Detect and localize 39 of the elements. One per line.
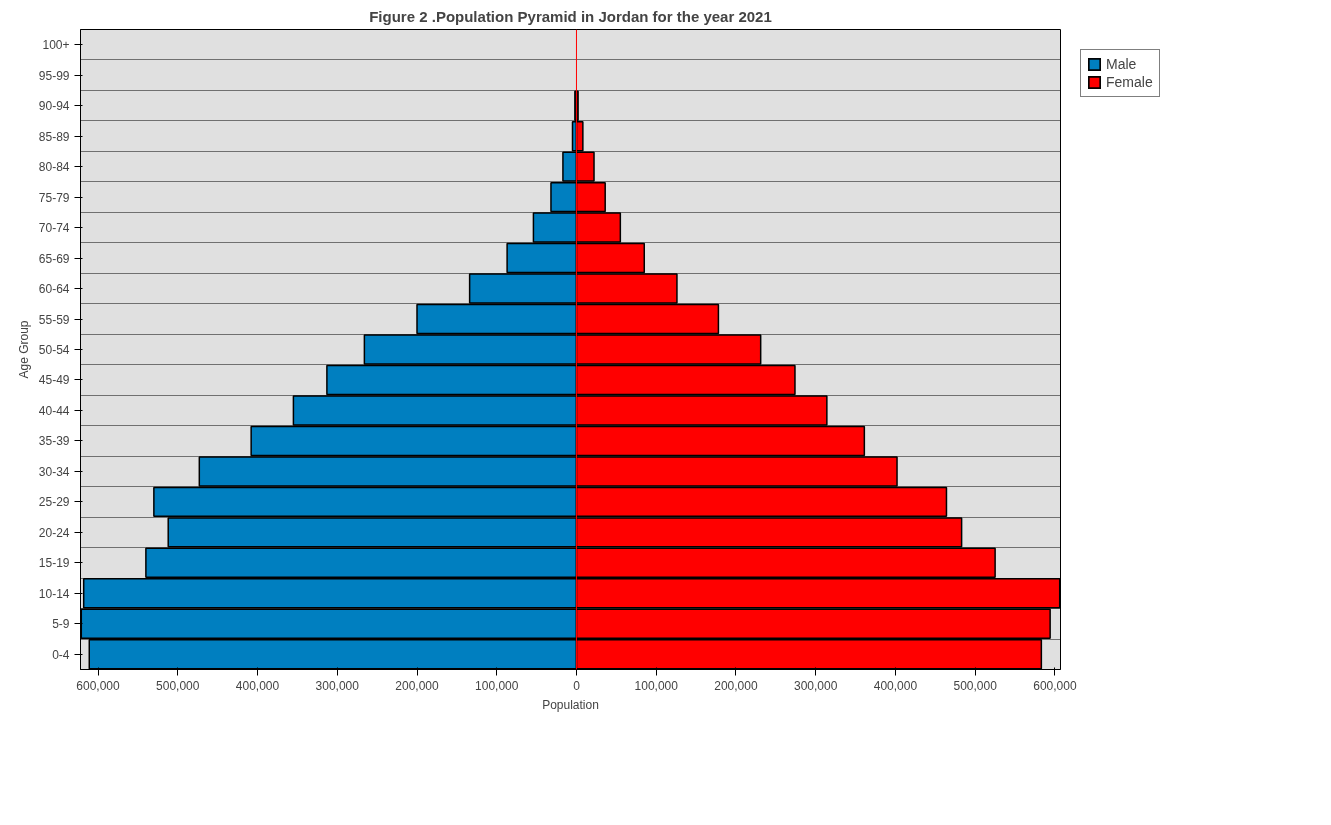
y-tick-label: 85-89: [38, 129, 70, 144]
y-tick-label: 10-14: [38, 586, 70, 601]
x-tick-label: 0: [573, 678, 581, 693]
y-tick-label: 15-19: [38, 556, 70, 571]
y-tick-label: 75-79: [38, 190, 70, 205]
x-tick-label: 300,000: [794, 678, 838, 693]
y-axis-title: Age Group: [16, 320, 31, 379]
legend-label: Female: [1106, 74, 1153, 90]
y-tick-label: 40-44: [38, 403, 70, 418]
x-tick-label: 100,000: [475, 678, 519, 693]
y-tick-label: 60-64: [38, 282, 70, 297]
y-tick-label: 35-39: [38, 434, 70, 449]
x-tick-label: 400,000: [873, 678, 918, 693]
y-tick-label: 95-99: [38, 68, 70, 83]
y-tick-label: 90-94: [38, 99, 70, 114]
y-tick-label: 50-54: [38, 343, 70, 357]
x-tick-label: 500,000: [156, 678, 200, 693]
y-tick-label: 45-49: [38, 373, 70, 388]
y-tick-label: 0-4: [52, 647, 70, 662]
x-axis-title: Population: [542, 697, 599, 712]
y-tick-label: 25-29: [38, 495, 70, 510]
chart-title: Figure 2 .Population Pyramid in Jordan for the year 2021: [369, 7, 772, 25]
x-tick-label: 200,000: [395, 678, 440, 693]
y-tick-label: 55-59: [38, 312, 70, 327]
y-tick-label: 30-34: [38, 464, 70, 479]
y-tick-label: 70-74: [38, 221, 70, 236]
x-tick-label: 300,000: [315, 678, 360, 693]
y-tick-label: 5-9: [52, 617, 70, 632]
x-tick-label: 600,000: [76, 678, 121, 693]
y-tick-label: 100+: [42, 38, 70, 53]
x-tick-label: 200,000: [714, 678, 758, 693]
x-tick-label: 100,000: [634, 678, 679, 693]
x-tick-label: 500,000: [953, 678, 998, 693]
x-tick-label: 400,000: [235, 678, 280, 693]
legend-label: Male: [1106, 56, 1137, 72]
y-tick-label: 65-69: [38, 251, 70, 266]
x-tick-label: 600,000: [1033, 678, 1077, 693]
y-tick-label: 80-84: [38, 160, 70, 175]
y-tick-label: 20-24: [38, 525, 70, 540]
